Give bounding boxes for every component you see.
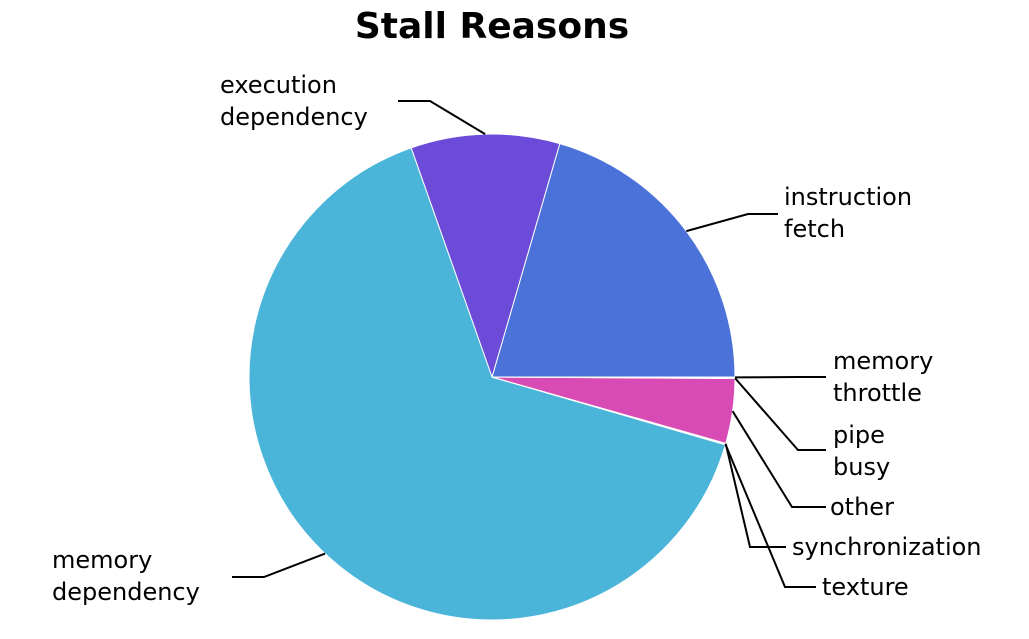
slice-label-memory-throttle: memory throttle xyxy=(833,347,933,407)
slice-label-execution-dependency: execution dependency xyxy=(220,71,368,131)
pie-slice-instruction-fetch xyxy=(491,143,736,378)
slice-label-line: busy xyxy=(833,453,890,481)
slice-label-texture: texture xyxy=(822,573,909,601)
leader-line-synchronization xyxy=(724,443,786,548)
slice-label-line: synchronization xyxy=(792,533,982,561)
slice-label-line: fetch xyxy=(784,215,845,243)
slice-label-instruction-fetch: instruction fetch xyxy=(784,183,912,243)
slice-label-line: memory xyxy=(52,546,152,574)
slice-label-line: instruction xyxy=(784,183,912,211)
leader-line-texture xyxy=(724,444,816,588)
slice-label-line: other xyxy=(830,493,894,521)
leader-lines xyxy=(232,100,826,588)
slice-label-synchronization: synchronization xyxy=(792,533,982,561)
leader-line-instruction-fetch xyxy=(686,213,778,233)
slice-label-line: execution xyxy=(220,71,337,99)
leader-line-other xyxy=(731,410,826,508)
chart-title: Stall Reasons xyxy=(355,6,629,47)
slice-label-pipe-busy: pipe busy xyxy=(833,421,890,481)
slice-label-other: other xyxy=(830,493,894,521)
slice-label-line: memory xyxy=(833,347,933,375)
pie-slice-memory-dependency xyxy=(248,147,726,621)
slice-label-line: pipe xyxy=(833,421,885,449)
slice-label-line: dependency xyxy=(220,103,368,131)
leader-line-pipe-busy xyxy=(734,377,826,451)
slice-label-line: dependency xyxy=(52,578,200,606)
slice-label-memory-dependency: memory dependency xyxy=(52,546,200,606)
leader-line-memory-dependency xyxy=(232,552,326,578)
pie-slice-execution-dependency xyxy=(410,133,561,379)
leader-line-execution-dependency xyxy=(398,100,486,135)
slice-label-line: throttle xyxy=(833,379,922,407)
pie-slices xyxy=(248,133,736,621)
slice-label-line: texture xyxy=(822,573,909,601)
